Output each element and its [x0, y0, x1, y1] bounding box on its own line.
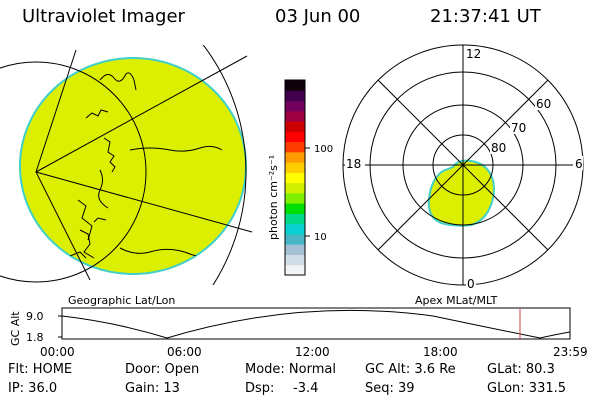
alt-axis-label: GC Alt — [9, 311, 22, 346]
lat-label-80: 80 — [491, 141, 506, 155]
colorbar-band — [285, 203, 305, 214]
colorbar-band — [285, 100, 305, 112]
colorbar-band — [285, 110, 305, 122]
glon-info: GLon: 331.5 — [487, 381, 567, 396]
colorbar-band — [285, 131, 305, 143]
colorbar-band — [285, 213, 305, 225]
ip-info: IP: 36.0 — [8, 381, 58, 396]
colorbar-band — [285, 233, 305, 245]
geo-panel-label: Geographic Lat/Lon — [68, 294, 175, 307]
dsp-label: Dsp: — [245, 381, 275, 396]
coastline-map — [69, 72, 223, 259]
colorbar-gradient — [285, 80, 305, 276]
alt-tick-1-8: 1.8 — [26, 331, 44, 344]
altitude-plot: 9.0 1.8 GC Alt 00:00 06:00 12:00 18:00 2… — [9, 307, 588, 359]
time-label: 21:37:41 UT — [430, 6, 541, 27]
geo-grid — [0, 45, 253, 285]
colorbar-band — [285, 90, 305, 102]
x-tick-2359: 23:59 — [553, 345, 588, 359]
filter-info: Flt: HOME — [8, 362, 73, 377]
mlt-label-6: 6 — [575, 157, 583, 171]
date-label: 03 Jun 00 — [275, 6, 361, 27]
x-tick-0000: 00:00 — [40, 345, 75, 359]
colorbar-band — [285, 182, 305, 194]
geographic-image: Geographic Lat/Lon — [0, 45, 253, 307]
mode-info: Mode: Normal — [245, 362, 336, 377]
lat-label-60: 60 — [536, 97, 551, 111]
colorbar-band — [285, 151, 305, 163]
mlt-label-12: 12 — [466, 47, 481, 61]
colorbar-band — [285, 192, 305, 204]
dsp-value: -3.4 — [293, 381, 319, 396]
x-tick-1200: 12:00 — [295, 345, 330, 359]
altitude-curve — [61, 309, 571, 339]
colorbar-band — [285, 264, 305, 276]
app-title: Ultraviolet Imager — [22, 6, 185, 27]
colorbar-tick-10: 10 — [314, 232, 327, 243]
colorbar-unit-label: photon cm⁻²s⁻¹ — [267, 155, 280, 240]
colorbar-band — [285, 80, 305, 91]
colorbar-band — [285, 162, 305, 173]
gain-info: Gain: 13 — [125, 381, 180, 396]
colorbar-band — [285, 121, 305, 132]
seq-info: Seq: 39 — [365, 381, 415, 396]
mlt-label-18: 18 — [346, 157, 361, 171]
gc-alt-info: GC Alt: 3.6 Re — [365, 362, 456, 377]
mlt-label-0: 0 — [467, 277, 475, 291]
colorbar-band — [285, 254, 305, 266]
colorbar-band — [285, 141, 305, 153]
x-tick-1800: 18:00 — [423, 345, 458, 359]
colorbar: 100 10 photon cm⁻²s⁻¹ — [267, 79, 333, 276]
glat-info: GLat: 80.3 — [487, 362, 555, 377]
polar-panel-label: Apex MLat/MLT — [415, 294, 498, 307]
colorbar-tick-100: 100 — [314, 144, 333, 155]
alt-tick-9: 9.0 — [26, 310, 44, 323]
door-info: Door: Open — [125, 362, 200, 377]
polar-panel: 12 18 6 0 60 70 80 Apex MLat/MLT — [342, 44, 584, 307]
x-tick-0600: 06:00 — [167, 345, 202, 359]
lat-label-70: 70 — [511, 121, 526, 135]
colorbar-band — [285, 244, 305, 255]
colorbar-band — [285, 223, 305, 235]
colorbar-band — [285, 172, 305, 184]
